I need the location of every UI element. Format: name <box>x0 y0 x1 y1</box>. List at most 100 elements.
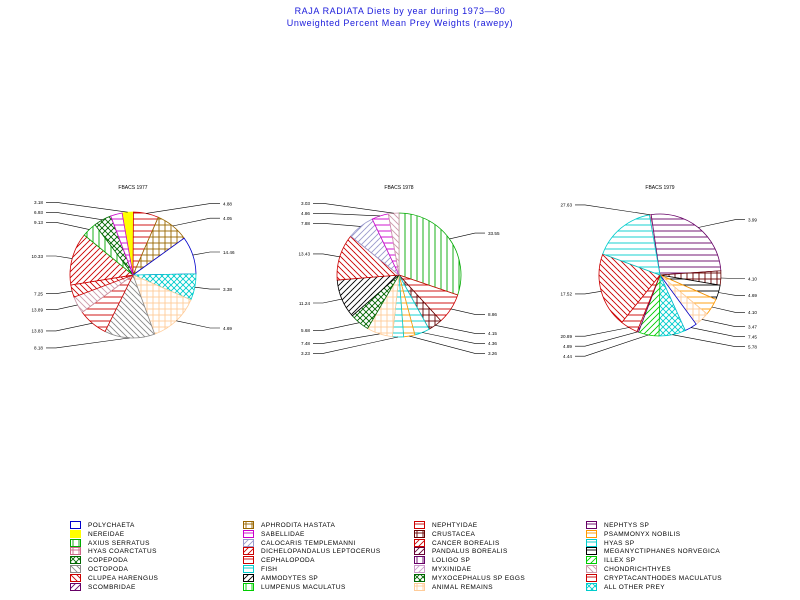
legend-swatch <box>243 538 254 547</box>
pie-chart-3: FBACS 1979 3.99 4.10 4.69 4.10 3.47 7.45 5.78 27… <box>561 185 758 359</box>
legend-swatch <box>586 529 597 538</box>
legend-swatch <box>586 556 597 565</box>
legend-swatch <box>414 521 425 529</box>
data-label: 3.23 <box>301 351 310 356</box>
legend-swatch <box>586 538 597 547</box>
leader-line <box>46 304 78 311</box>
pie-chart-2: FBACS 1978 33.55 8.86 4.15 4.36 3.26 3.03 4.86 7… <box>299 185 500 356</box>
leader-line <box>313 298 342 304</box>
data-label: 4.88 <box>223 201 232 206</box>
legend-swatch <box>243 556 254 565</box>
legend-label: CHONDRICHTHYES <box>604 566 671 573</box>
pie-slice <box>110 212 134 276</box>
legend-label: FISH <box>261 566 278 573</box>
legend-label: OCTOPODA <box>88 566 129 573</box>
data-label: 3.03 <box>301 201 310 206</box>
legend-label: MYXINIDAE <box>432 566 472 573</box>
leader-line <box>313 223 361 227</box>
pie-slice <box>598 253 661 324</box>
legend-label: HYAS SP <box>604 539 635 547</box>
legend-swatch <box>243 565 254 573</box>
leader-line <box>46 222 90 230</box>
legend-label: MEGANYCTIPHANES NORVEGICA <box>604 548 721 556</box>
data-label: 17.52 <box>561 292 573 297</box>
data-label: 4.15 <box>488 331 497 336</box>
leader-line <box>575 334 649 357</box>
legend-label: NEREIDAE <box>88 530 125 538</box>
data-label: 4.44 <box>563 354 572 359</box>
legend-label: DICHELOPANDALUS LEPTOCERUS <box>261 548 381 556</box>
data-label: 13.43 <box>299 252 311 257</box>
data-label: 7.88 <box>301 221 310 226</box>
data-label: 3.26 <box>488 351 497 356</box>
data-label: 3.38 <box>223 287 232 292</box>
legend-label: COPEPODA <box>88 557 129 565</box>
leader-line <box>718 292 745 296</box>
data-label: 4.10 <box>748 276 757 281</box>
leader-line <box>46 322 93 332</box>
leader-line <box>575 204 651 216</box>
legend-label: AXIUS SERRATUS <box>88 539 150 547</box>
leader-line <box>46 337 130 349</box>
legend-label: CLUPEA HARENGUS <box>88 574 159 582</box>
legend-label: ANIMAL REMAINS <box>432 583 493 591</box>
data-label: 4.69 <box>223 326 232 331</box>
legend-swatch <box>414 556 425 565</box>
leader-line <box>46 202 128 213</box>
legend-swatch <box>70 556 81 565</box>
data-label: 11.24 <box>299 301 311 306</box>
legend-swatch <box>586 565 597 573</box>
legend-swatch <box>414 547 425 556</box>
data-label: 5.68 <box>301 328 310 333</box>
leader-line <box>698 219 745 228</box>
legend-label: PANDALUS BOREALIS <box>432 548 508 556</box>
legend-swatch <box>414 529 425 538</box>
leader-line <box>701 319 745 327</box>
legend-swatch <box>70 529 81 538</box>
leader-line <box>176 320 220 329</box>
pie-title: FBACS 1978 <box>384 185 413 191</box>
data-label: 7.25 <box>34 291 43 296</box>
legend-swatch <box>70 565 81 573</box>
data-label: 9.13 <box>34 220 43 225</box>
data-label: 3.47 <box>748 324 757 329</box>
legend-swatch <box>243 573 254 582</box>
leader-line <box>146 203 220 214</box>
data-label: 4.36 <box>488 341 497 346</box>
data-label: 14.46 <box>223 250 235 255</box>
leader-line <box>194 286 220 290</box>
legend-swatch <box>70 582 81 591</box>
legend-swatch <box>70 521 81 529</box>
legend-label: LUMPENUS MACULATUS <box>261 583 346 591</box>
data-label: 8.86 <box>488 312 497 317</box>
leader-line <box>46 212 103 221</box>
legend-swatch <box>243 521 254 529</box>
legend-label: ILLEX SP <box>604 557 636 565</box>
chart-subtitle: Unweighted Percent Mean Prey Weights (ra… <box>286 18 514 28</box>
legend-label: LOLIGO SP <box>432 557 471 565</box>
legend-label: ALL OTHER PREY <box>604 583 665 591</box>
pie-slice <box>69 234 134 286</box>
leader-line <box>690 327 745 337</box>
legend-swatch <box>243 582 254 591</box>
leader-line <box>422 332 485 344</box>
leader-line <box>711 306 745 313</box>
leader-line <box>720 277 745 279</box>
leader-line <box>313 253 340 258</box>
leader-line <box>435 325 485 334</box>
legend-label: CRUSTACEA <box>432 530 476 538</box>
legend-label: NEPHTYIDAE <box>432 522 478 529</box>
data-label: 33.55 <box>488 231 500 236</box>
pie-title: FBACS 1979 <box>645 185 674 191</box>
legend-swatch <box>70 538 81 547</box>
legend-swatch <box>243 547 254 556</box>
legend-label: CALOCARIS TEMPLEMANNI <box>261 539 356 547</box>
legend-label: APHRODITA HASTATA <box>261 522 336 529</box>
legend-swatch <box>243 529 254 538</box>
legend-label: NEPHTYS SP <box>604 522 650 529</box>
data-label: 13.83 <box>32 329 44 334</box>
legend-label: AMMODYTES SP <box>261 574 319 582</box>
pie-title: FBACS 1977 <box>118 185 147 191</box>
